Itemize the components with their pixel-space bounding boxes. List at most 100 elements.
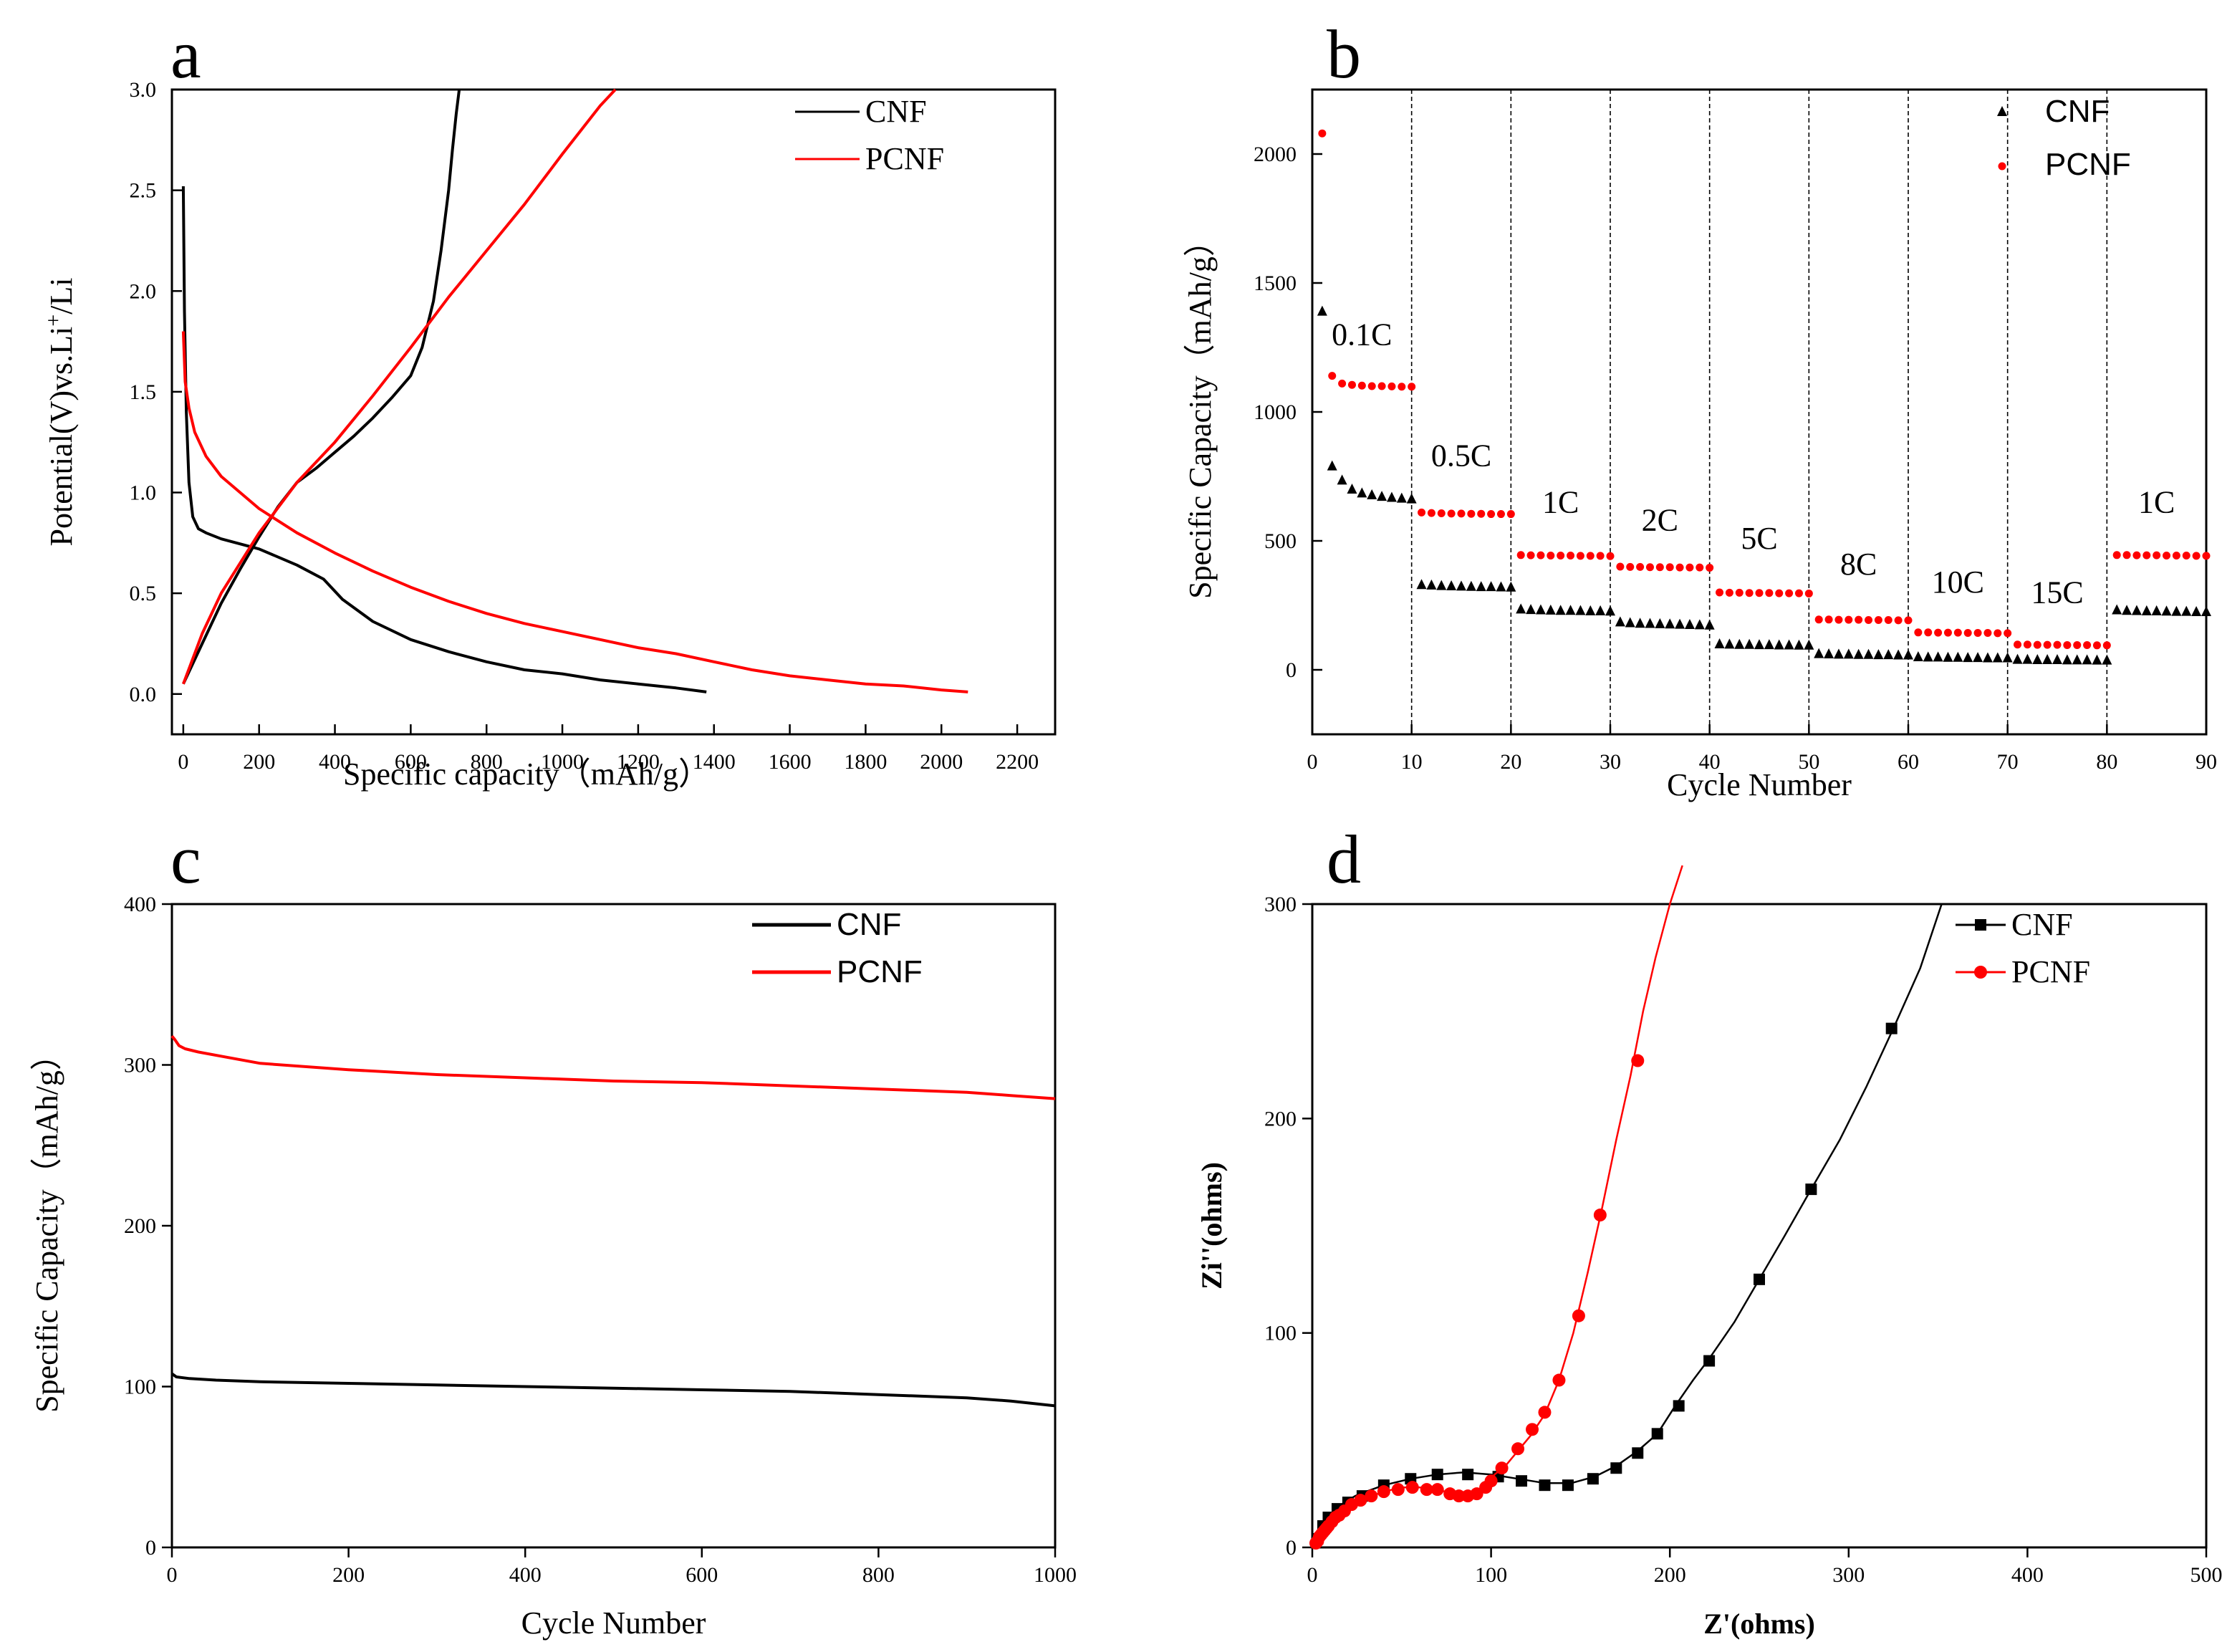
data-point-pcnf [1716,588,1724,597]
data-point-pcnf [1775,589,1784,597]
data-point-pcnf [1745,589,1754,597]
data-point-cnf [2042,653,2053,664]
data-point-cnf [1814,648,1824,658]
data-point-pcnf [1914,628,1923,637]
data-point-pcnf [2153,551,2161,560]
y-tick-label: 500 [1264,529,1297,553]
y-tick-label: 1500 [1254,272,1297,295]
data-point-cnf [1665,618,1675,629]
rate-label: 0.5C [1431,438,1491,474]
data-point-pcnf [1538,1406,1552,1419]
data-point-pcnf [1983,629,1992,638]
data-point-cnf [2082,654,2092,665]
legend-label-pcnf: PCNF [865,141,944,176]
data-point-pcnf [1765,589,1774,597]
x-axis-label: Cycle Number [521,1605,706,1641]
data-point-pcnf [2014,640,2022,649]
y-tick-label: 0 [1286,658,1297,682]
series-line-cnf-discharge [181,186,707,693]
rate-label: 8C [1840,547,1877,582]
data-point-cnf [1744,638,1755,649]
data-point-cnf [2112,604,2122,615]
data-point-cnf [1396,492,1407,503]
data-point-cnf [1651,1428,1663,1440]
data-point-pcnf [1447,509,1456,518]
data-point-cnf [1804,639,1814,650]
rate-label: 1C [2138,484,2175,519]
data-point-pcnf [1526,1423,1539,1436]
data-point-pcnf [1526,551,1535,560]
data-point-cnf [1615,616,1625,627]
y-tick-label: 0.5 [130,582,157,605]
y-tick-label: 2.5 [130,179,157,203]
data-point-cnf [1873,649,1884,660]
data-point-cnf [1632,1447,1644,1459]
data-point-cnf [1853,648,1864,659]
x-tick-label: 2000 [920,750,963,774]
x-tick-label: 800 [471,750,503,774]
x-tick-label: 1600 [769,750,812,774]
rate-label: 15C [2031,575,2083,610]
data-point-pcnf [2122,551,2131,560]
rate-label: 5C [1741,521,1777,556]
data-point-cnf [1774,639,1784,650]
data-point-cnf [1724,638,1735,649]
data-point-pcnf [2033,640,2041,649]
data-point-cnf [1506,581,1516,592]
data-point-pcnf [1457,509,1466,518]
data-point-cnf [1327,460,1337,471]
data-point-pcnf [1347,380,1356,389]
data-point-pcnf [1418,508,1426,517]
data-point-pcnf [1993,629,2002,638]
data-point-pcnf [1904,616,1913,625]
data-point-cnf [1754,639,1764,650]
legend-marker-cnf [1997,106,2007,116]
data-point-cnf [1953,651,1963,662]
x-axis-label: Cycle Number [1667,767,1852,802]
plot-frame [170,903,1057,1549]
series-line-cnf [170,1372,1056,1408]
data-point-cnf [1605,605,1615,616]
x-tick-label: 200 [243,750,275,774]
data-point-pcnf [1894,616,1903,625]
x-tick-label: 400 [319,750,351,774]
data-point-cnf [2151,605,2162,615]
panel-letter-c: c [170,821,201,898]
data-point-cnf [1347,484,1357,494]
y-tick-label: 300 [124,1054,156,1077]
x-tick-label: 1200 [617,750,660,774]
data-point-cnf [1734,638,1745,649]
data-point-pcnf [1377,382,1386,390]
data-point-pcnf [1943,628,1952,637]
legend-label-pcnf: PCNF [2045,147,2131,182]
data-point-pcnf [2023,640,2031,649]
data-point-pcnf [2053,640,2062,649]
data-point-cnf [2032,653,2043,664]
data-point-pcnf [1354,1494,1367,1507]
data-point-pcnf [1338,379,1347,388]
panel-letter-d: d [1327,821,1361,898]
data-point-pcnf [1586,552,1595,560]
data-point-cnf [1416,579,1427,590]
rate-label: 10C [1932,565,1984,600]
data-point-pcnf [1547,552,1555,560]
x-tick-label: 1000 [541,750,584,774]
y-axis-label-part: Potential(V)vs.Li [44,327,79,547]
y-tick-label: 1.5 [130,380,157,404]
data-point-pcnf [1477,509,1486,518]
data-point-cnf [1516,603,1526,614]
data-point-cnf [1595,605,1606,615]
data-point-pcnf [1408,383,1416,391]
data-point-cnf [1610,1462,1622,1474]
x-tick-label: 0 [167,1563,178,1587]
data-point-cnf [1386,491,1397,502]
data-point-cnf [1565,605,1576,615]
series-line-pcnf [1313,865,1683,1546]
data-point-pcnf [1572,1309,1585,1322]
legend-label-cnf: CNF [2011,907,2073,942]
data-point-cnf [1982,652,1993,663]
data-point-pcnf [2102,641,2111,650]
data-point-cnf [1833,648,1844,659]
data-point-pcnf [2172,552,2180,560]
plot-frame [170,88,1057,736]
